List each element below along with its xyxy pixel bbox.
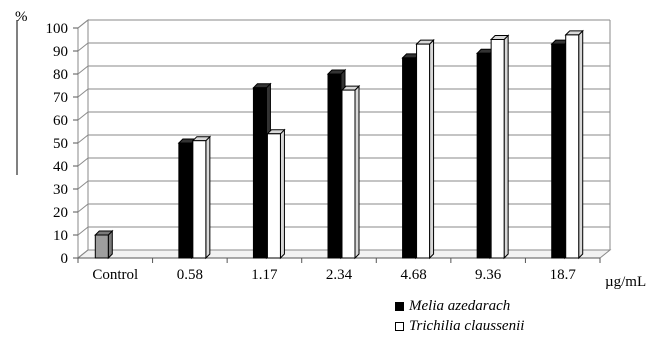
bar-trichilia [416, 43, 431, 259]
bar-trichilia-side [279, 128, 285, 260]
x-tick-label: 1.17 [251, 267, 278, 283]
y-axis-label: % [15, 9, 28, 25]
bar-trichilia [341, 89, 356, 259]
legend-label-melia: Melia azedarach [409, 298, 511, 314]
bar-trichilia-side [429, 38, 435, 260]
x-tick-label: 4.68 [400, 267, 426, 283]
x-tick-label: 0.58 [177, 267, 203, 283]
bar-trichilia [565, 34, 580, 259]
gridline-side [77, 203, 89, 213]
gridline-side [77, 226, 89, 236]
gridline-side [77, 19, 89, 29]
bar-melia [252, 87, 267, 259]
bar-melia [327, 73, 342, 259]
bar-trichilia-side [578, 29, 584, 260]
y-tick-label: 40 [53, 159, 68, 175]
legend-item-melia: Melia azedarach [395, 298, 510, 315]
bar-melia [476, 52, 491, 259]
y-tick-label: 90 [53, 44, 68, 60]
x-tick-label: 18.7 [550, 267, 577, 283]
x-axis-label: µg/mL [605, 274, 647, 290]
legend-swatch-trichilia [395, 322, 404, 331]
bar-trichilia [266, 133, 281, 259]
bar-trichilia [490, 39, 505, 259]
y-tick-label: 100 [46, 21, 69, 37]
y-tick-label: 30 [53, 182, 68, 198]
gridline-side [77, 134, 89, 144]
x-tick-label: 9.36 [475, 267, 502, 283]
bar-melia [402, 57, 417, 259]
legend-item-trichilia: Trichilia claussenii [395, 318, 524, 335]
y-tick-label: 80 [53, 67, 68, 83]
y-tick-label: 10 [53, 228, 68, 244]
y-tick-label: 0 [61, 251, 69, 267]
x-tick-label: 2.34 [326, 267, 353, 283]
bar-trichilia-side [503, 34, 509, 260]
gridline-side [77, 111, 89, 121]
gridline-side [77, 65, 89, 75]
x-tick-label: Control [92, 267, 138, 283]
bar-melia [178, 142, 193, 259]
bar-trichilia-side [354, 84, 360, 260]
y-tick-label: 50 [53, 136, 68, 152]
y-tick-label: 70 [53, 90, 68, 106]
legend-label-trichilia: Trichilia claussenii [409, 318, 525, 334]
gridline-side [77, 180, 89, 190]
gridline-side [77, 249, 89, 259]
bar-control [94, 234, 109, 259]
gridline-side [77, 157, 89, 167]
gridline-side [77, 42, 89, 52]
gridline-side [77, 88, 89, 98]
bar-trichilia-side [205, 135, 211, 260]
y-tick-label: 20 [53, 205, 68, 221]
legend-swatch-melia [395, 302, 404, 311]
bar-trichilia [192, 140, 207, 259]
y-tick-label: 60 [53, 113, 68, 129]
bar-melia [551, 43, 566, 259]
